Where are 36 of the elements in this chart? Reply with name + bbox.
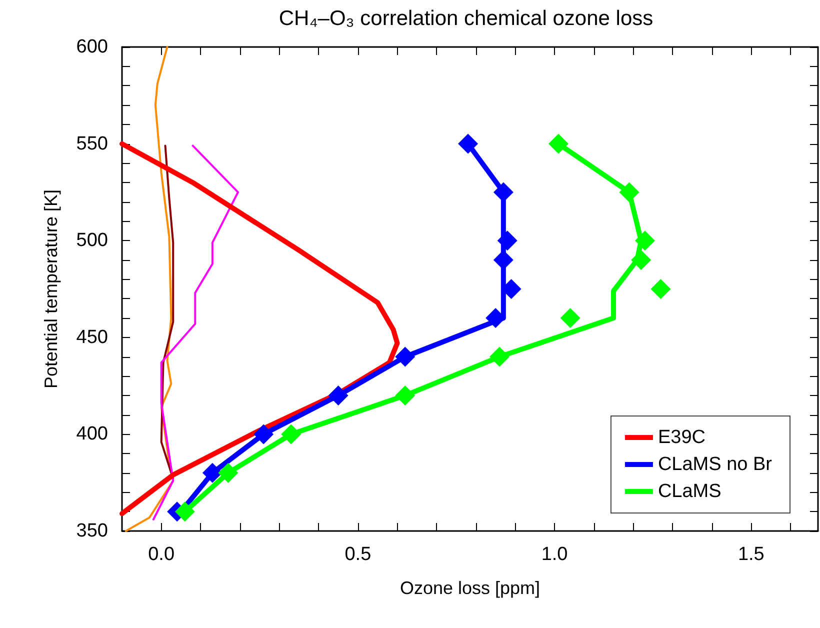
point	[548, 134, 568, 154]
point	[489, 346, 510, 367]
legend-label: CLaMS no Br	[658, 454, 773, 475]
point	[202, 462, 222, 483]
y-tick-label: 500	[76, 230, 108, 252]
point	[458, 134, 478, 154]
legend-label: CLaMS	[658, 481, 722, 502]
point	[174, 502, 195, 522]
point	[218, 462, 238, 483]
x-axis-title: Ozone loss [ppm]	[400, 578, 540, 598]
chart-title: CH₄–O₃ correlation chemical ozone loss	[278, 7, 654, 30]
legend-label: E39C	[658, 427, 706, 448]
x-tick-label: 0.0	[148, 544, 175, 565]
y-tick-label: 600	[76, 36, 108, 58]
y-axis-title: Potential temperature [K]	[41, 189, 61, 389]
y-tick-label: 400	[76, 424, 108, 445]
y-tick-label: 450	[76, 326, 108, 348]
point	[560, 308, 580, 328]
point	[619, 182, 640, 202]
point	[497, 230, 518, 251]
point	[254, 424, 274, 444]
line-series	[152, 144, 239, 520]
line-series	[124, 46, 174, 532]
y-tick-label: 350	[76, 520, 108, 542]
point	[281, 424, 302, 444]
point	[631, 250, 652, 270]
point	[395, 346, 416, 367]
point	[634, 230, 655, 251]
point	[328, 385, 348, 406]
x-tick-label: 1.5	[738, 544, 764, 565]
x-tick-label: 1.0	[541, 544, 568, 565]
x-tick-label: 0.5	[344, 544, 372, 565]
point	[650, 279, 671, 299]
point	[395, 385, 416, 406]
line-series	[160, 144, 174, 480]
y-tick-label: 550	[76, 133, 108, 154]
